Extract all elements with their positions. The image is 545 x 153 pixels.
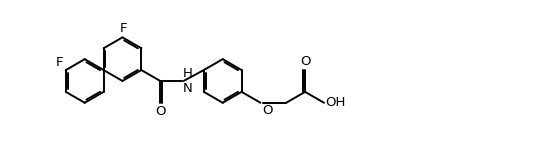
Text: O: O [300,55,310,68]
Text: F: F [120,22,127,35]
Text: H: H [183,67,193,80]
Text: F: F [56,56,63,69]
Text: N: N [183,82,192,95]
Text: O: O [155,105,166,118]
Text: O: O [262,104,272,117]
Text: OH: OH [325,96,346,109]
